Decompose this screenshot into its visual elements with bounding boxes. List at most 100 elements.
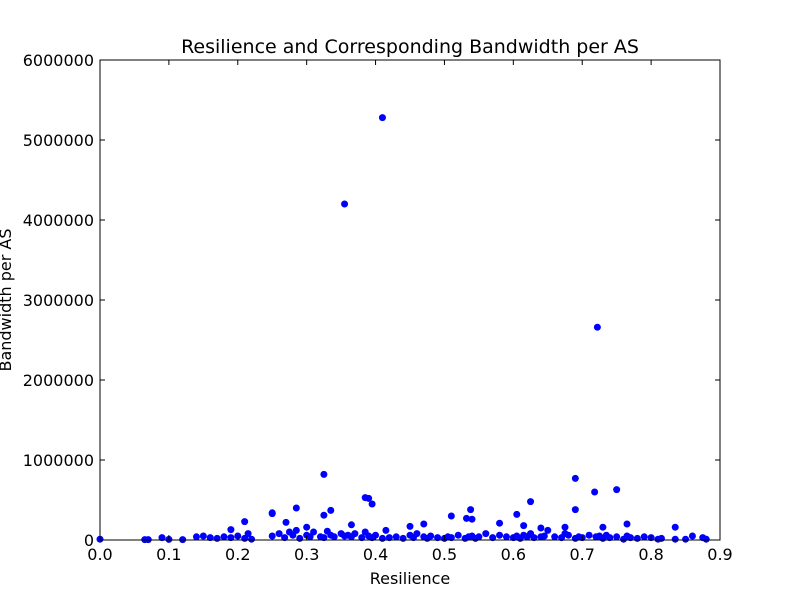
- data-point: [282, 518, 290, 526]
- data-point: [454, 531, 462, 539]
- data-point: [530, 534, 538, 542]
- data-point: [296, 534, 304, 542]
- x-axis-label: Resilience: [370, 569, 451, 588]
- data-point: [585, 531, 593, 539]
- data-point: [427, 532, 435, 540]
- x-tick-label: 0.2: [225, 545, 250, 564]
- chart-title: Resilience and Corresponding Bandwidth p…: [181, 36, 639, 58]
- data-point: [347, 521, 355, 529]
- data-point: [368, 500, 376, 508]
- data-point: [365, 494, 373, 502]
- data-point: [537, 524, 545, 532]
- data-point: [406, 522, 414, 530]
- data-point: [248, 535, 256, 543]
- data-point: [571, 474, 579, 482]
- x-tick-label: 0.0: [87, 545, 112, 564]
- data-point: [227, 534, 235, 542]
- data-point: [220, 533, 228, 541]
- data-point: [281, 534, 289, 542]
- plot-area-frame: [99, 59, 721, 541]
- data-point: [502, 533, 510, 541]
- data-point: [268, 510, 276, 518]
- data-point: [551, 533, 559, 541]
- data-point: [462, 514, 470, 522]
- data-point: [399, 534, 407, 542]
- data-point: [158, 534, 166, 542]
- data-point: [213, 534, 221, 542]
- data-point: [527, 498, 535, 506]
- y-tick-label: 6000000: [23, 51, 94, 70]
- x-tick-label: 0.1: [156, 545, 181, 564]
- data-point: [227, 526, 235, 534]
- x-tick-label: 0.8: [638, 545, 663, 564]
- data-point: [591, 488, 599, 496]
- data-point: [571, 506, 579, 514]
- data-point: [613, 486, 621, 494]
- data-point: [268, 532, 276, 540]
- data-point: [496, 519, 504, 527]
- data-point: [351, 530, 359, 538]
- data-point: [468, 515, 476, 523]
- data-point: [633, 534, 641, 542]
- x-tick-label: 0.4: [363, 545, 388, 564]
- x-tick-label: 0.6: [501, 545, 526, 564]
- data-point: [623, 520, 631, 528]
- x-tick-label: 0.5: [432, 545, 457, 564]
- data-point: [593, 323, 601, 331]
- data-point: [378, 534, 386, 542]
- y-tick-label: 4000000: [23, 211, 94, 230]
- data-point: [385, 534, 393, 542]
- data-point: [320, 470, 328, 478]
- data-point: [702, 535, 710, 543]
- data-point: [292, 526, 300, 534]
- data-point: [378, 114, 386, 122]
- data-point: [671, 523, 679, 531]
- data-point: [320, 534, 328, 542]
- data-point: [467, 506, 475, 514]
- x-tick-label: 0.7: [569, 545, 594, 564]
- y-tick-label: 2000000: [23, 371, 94, 390]
- data-point: [447, 534, 455, 542]
- data-point: [303, 523, 311, 531]
- data-point: [561, 523, 569, 531]
- data-point: [275, 530, 283, 538]
- data-point: [640, 533, 648, 541]
- data-point: [447, 512, 455, 520]
- data-point: [564, 531, 572, 539]
- data-point: [199, 532, 207, 540]
- data-point: [688, 532, 696, 540]
- data-point: [682, 535, 690, 543]
- data-point: [241, 518, 249, 526]
- data-point: [599, 523, 607, 531]
- y-tick-label: 3000000: [23, 291, 94, 310]
- data-point: [613, 533, 621, 541]
- data-points: [96, 114, 710, 544]
- data-point: [330, 533, 338, 541]
- data-point: [606, 534, 614, 542]
- data-point: [327, 506, 335, 514]
- data-point: [434, 534, 442, 542]
- data-point: [489, 534, 497, 542]
- data-point: [475, 533, 483, 541]
- data-point: [496, 531, 504, 539]
- data-point: [482, 530, 490, 538]
- data-point: [540, 532, 548, 540]
- data-point: [382, 526, 390, 534]
- data-point: [292, 504, 300, 512]
- data-point: [513, 510, 521, 518]
- data-point: [206, 534, 214, 542]
- data-point: [626, 534, 634, 542]
- y-axis-ticks: 0 1000000 2000000 3000000 4000000 5000000 6000…: [23, 51, 720, 550]
- y-tick-label: 5000000: [23, 131, 94, 150]
- data-point: [341, 200, 349, 208]
- x-tick-label: 0.3: [294, 545, 319, 564]
- data-point: [671, 535, 679, 543]
- data-point: [320, 511, 328, 519]
- data-point: [192, 533, 200, 541]
- data-point: [392, 533, 400, 541]
- y-axis-label: Bandwidth per AS: [0, 228, 15, 371]
- x-tick-label: 0.9: [707, 545, 732, 564]
- y-tick-label: 0: [84, 531, 94, 550]
- data-point: [657, 534, 665, 542]
